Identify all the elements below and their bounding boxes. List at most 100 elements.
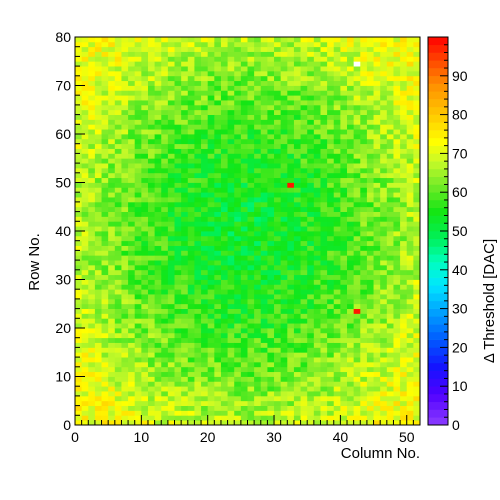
heatmap-cell [194,410,202,416]
heatmap-cell [174,109,182,115]
heatmap-cell [201,226,209,232]
heatmap-cell [167,119,175,125]
heatmap-cell [240,46,248,52]
heatmap-cell [194,240,202,246]
heatmap-cell [101,61,109,67]
heatmap-cell [400,187,408,193]
heatmap-cell [141,323,149,329]
heatmap-cell [187,182,195,188]
heatmap-cell [227,95,235,101]
heatmap-cell [207,386,215,392]
heatmap-cell [128,298,136,305]
heatmap-cell [413,361,421,368]
heatmap-cell [320,56,328,62]
heatmap-cell [147,153,156,159]
heatmap-cell [313,318,321,324]
heatmap-cell [287,172,295,179]
heatmap-cell [267,85,275,91]
colorbar-tick-label: 70 [452,145,468,161]
heatmap-cell [333,129,341,135]
heatmap-cell [280,318,288,324]
heatmap-cell [101,332,109,339]
heatmap-cell [161,109,169,115]
heatmap-cell [293,197,301,203]
heatmap-cell [121,337,129,343]
heatmap-cell [260,264,268,271]
heatmap-cell [174,90,182,96]
heatmap-cell [181,342,189,348]
heatmap-cell [373,303,381,309]
heatmap-cell [393,357,401,363]
heatmap-cell [227,298,235,305]
heatmap-cell [161,61,169,67]
heatmap-cell [194,381,202,387]
heatmap-cell [353,245,361,251]
heatmap-cell [114,197,122,203]
heatmap-cell [194,66,202,72]
heatmap-cell [220,61,228,67]
heatmap-cell [141,235,149,242]
heatmap-cell [207,51,215,57]
heatmap-cell [366,80,374,86]
heatmap-cell [247,381,255,387]
heatmap-cell [406,134,414,140]
heatmap-cell [413,192,421,198]
heatmap-cell [274,119,282,125]
heatmap-cell [280,172,288,179]
heatmap-cell [94,70,102,77]
colorbar-segment [428,331,448,340]
heatmap-cell [94,90,102,96]
heatmap-cell [287,109,295,115]
heatmap-cell [247,371,255,377]
heatmap-cell [300,289,308,295]
heatmap-cell [247,182,255,188]
heatmap-cell [134,109,142,115]
heatmap-cell [194,100,202,106]
heatmap-cell [400,245,408,251]
heatmap-cell [380,90,388,96]
heatmap-cell [94,274,102,280]
heatmap-cell [400,138,408,145]
heatmap-cell [300,109,308,115]
heatmap-cell [293,294,301,300]
heatmap-cell [201,323,209,329]
heatmap-cell [101,361,109,368]
heatmap-cell [75,245,83,251]
heatmap-cell [413,109,421,115]
heatmap-cell [267,289,275,295]
heatmap-cell [300,323,308,329]
heatmap-cell [274,51,282,57]
heatmap-cell [114,211,122,217]
heatmap-cell [108,303,116,309]
heatmap-cell [320,361,328,368]
heatmap-cell [114,405,122,411]
heatmap-cell [81,371,89,377]
heatmap-cell [353,332,361,339]
heatmap-cell [227,347,235,353]
heatmap-cell [128,226,136,232]
heatmap-cell [141,51,149,57]
heatmap-cell [320,245,328,251]
heatmap-cell [333,260,341,266]
heatmap-cell [187,61,195,67]
heatmap-cell [393,37,401,43]
heatmap-cell [393,148,401,154]
heatmap-cell [101,104,109,111]
heatmap-cell [386,70,394,77]
heatmap-cell [154,129,162,135]
heatmap-cell [313,279,321,285]
heatmap-cell [201,90,209,96]
heatmap-cell [274,279,282,285]
heatmap-cell [373,342,381,348]
heatmap-cell [300,163,308,169]
heatmap-cell [88,391,96,397]
heatmap-cell [413,235,421,242]
heatmap-cell [293,163,301,169]
heatmap-cell [307,376,315,382]
heatmap-cell [101,415,109,421]
heatmap-cell [94,303,102,309]
heatmap-cell [373,56,381,62]
heatmap-cell [313,129,321,135]
heatmap-cell [94,192,102,198]
heatmap-cell [287,298,295,305]
